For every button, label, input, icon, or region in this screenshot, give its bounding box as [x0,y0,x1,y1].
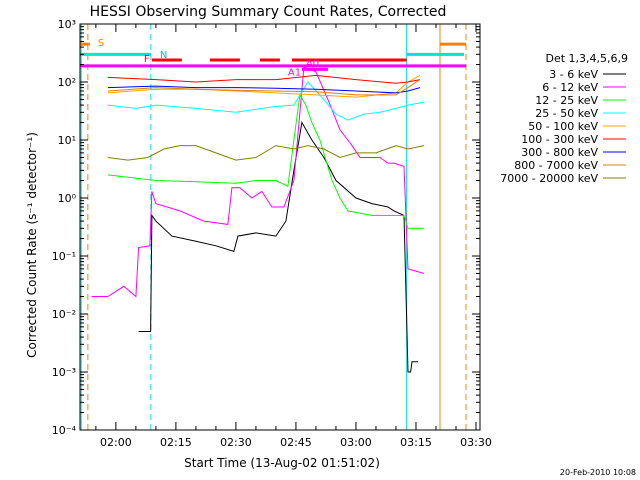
series-1-line [138,121,418,373]
annotation-n: N [160,50,167,61]
legend-label: 7000 - 20000 keV [500,172,598,185]
axes: 10⁻⁴ 10⁻³ 10⁻² 10⁻¹ 10⁰ 10¹ 10² 10³ 02:00 02:15 02… [52,18,492,449]
series-5-line [107,74,421,98]
legend-label: 300 - 800 keV [521,146,598,159]
legend-label: 12 - 25 keV [535,94,598,107]
y-tick-label: 10⁻¹ [52,250,76,263]
annotation-f: F [144,54,150,65]
legend-label: 25 - 50 keV [535,107,598,120]
y-tick-label: 10⁻³ [52,366,76,379]
series-8-line [107,79,421,96]
y-tick-label: 10⁻⁴ [52,424,77,437]
series-9-line [107,145,425,161]
y-axis-title: Corrected Count Rate (s⁻¹ detector⁻¹) [25,132,39,358]
x-axis-label: Start Time (13-Aug-02 01:51:02) [184,456,380,470]
x-tick-label: 02:30 [220,436,252,449]
y-tick-label: 10⁰ [58,192,77,205]
chart-title: HESSI Observing Summary Count Rates, Cor… [90,4,447,20]
y-tick-label: 10⁻² [52,308,76,321]
y-tick-label: 10³ [58,18,76,31]
annotation-a1: A1 [288,67,301,78]
legend-label: 800 - 7000 keV [514,159,598,172]
series-6-line [107,74,421,84]
status-annotations: S NF A1 A0 [80,24,467,430]
series-layer [91,66,425,373]
series-3-line [107,93,424,229]
annotation-a0: A0 [306,59,319,70]
y-tick-label: 10² [58,76,76,89]
x-tick-label: 03:30 [460,436,492,449]
footer-timestamp: 20-Feb-2010 10:08 [560,468,636,477]
series-7-line [107,85,421,94]
legend-label: 3 - 6 keV [549,68,598,81]
y-axis-label: Corrected Count Rate (s⁻¹ detector⁻¹) [25,132,39,358]
annotation-s: S [98,38,104,49]
legend-label: 50 - 100 keV [528,120,598,133]
x-tick-label: 02:45 [280,436,312,449]
x-tick-label: 03:00 [340,436,372,449]
plot-frame [79,23,481,431]
x-tick-label: 03:15 [400,436,432,449]
legend-label: 100 - 300 keV [521,133,598,146]
legend-label: 6 - 12 keV [542,81,598,94]
x-tick-label: 02:00 [100,436,132,449]
y-tick-label: 10¹ [58,134,76,147]
legend-title: Det 1,3,4,5,6,9 [545,52,628,65]
series-4-line [107,81,425,121]
x-tick-label: 02:15 [160,436,192,449]
series-2-line [91,66,425,298]
